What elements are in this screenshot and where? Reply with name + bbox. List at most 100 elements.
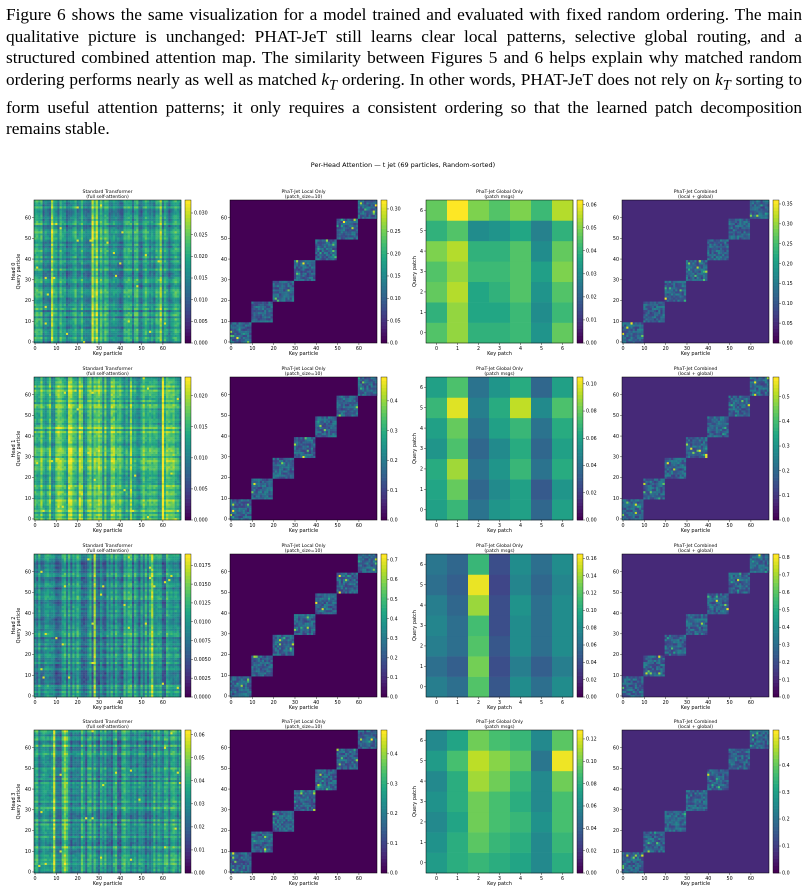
y-tick-label: 4 bbox=[420, 603, 423, 609]
x-tick-label: 50 bbox=[727, 346, 733, 352]
math-k: k bbox=[715, 70, 723, 89]
y-tick-label: 40 bbox=[25, 257, 31, 263]
y-tick-label: 10 bbox=[221, 849, 227, 855]
heatmap-cell bbox=[447, 656, 468, 677]
colorbar-tick-label: 0.02 bbox=[194, 825, 205, 831]
heatmap-cell bbox=[489, 479, 510, 500]
x-axis-label: Key particle bbox=[289, 528, 319, 534]
colorbar-tick-label: 0.03 bbox=[194, 802, 205, 808]
colorbar: 0.000.050.100.150.200.250.300.35 bbox=[773, 200, 793, 347]
colorbar: 0.00.10.20.30.40.5 bbox=[773, 377, 790, 524]
heatmap-cell bbox=[510, 730, 531, 751]
colorbar-tick-label: 0.1 bbox=[782, 493, 790, 499]
heatmap-cell bbox=[552, 574, 573, 595]
heatmap-cell bbox=[531, 418, 552, 439]
subplot-head1-col1: PhaT-Jet Local Only(patch_size=10)001010… bbox=[221, 366, 398, 534]
colorbar-tick-label: 0.005 bbox=[194, 319, 208, 325]
y-tick-label: 30 bbox=[613, 807, 619, 813]
subplot-head1-col2: PhaT-Jet Global Only(patch msgs)00112233… bbox=[412, 366, 597, 534]
colorbar-tick-label: 0.06 bbox=[586, 804, 597, 810]
heatmap-cell bbox=[489, 241, 510, 262]
heatmap-cell bbox=[531, 771, 552, 792]
heatmap-cell bbox=[552, 438, 573, 459]
colorbar-tick-label: 0.0000 bbox=[194, 695, 211, 701]
heatmap-cell bbox=[489, 636, 510, 657]
heatmap-cell bbox=[468, 791, 489, 812]
heatmap-cell bbox=[531, 241, 552, 262]
y-tick-label: 0 bbox=[224, 870, 227, 876]
colorbar: 0.00.10.20.30.40.50.60.7 bbox=[381, 554, 398, 701]
heatmap-cells bbox=[34, 377, 181, 520]
heatmap-cell bbox=[426, 595, 447, 616]
colorbar-tick-label: 0.00 bbox=[586, 871, 597, 877]
heatmap-cell bbox=[531, 636, 552, 657]
heatmap-cell bbox=[426, 750, 447, 771]
heatmap-cell bbox=[426, 677, 447, 698]
heatmap-cell bbox=[447, 677, 468, 698]
y-tick-label: 5 bbox=[420, 228, 423, 234]
colorbar: 0.0000.0050.0100.0150.020 bbox=[185, 377, 208, 524]
x-tick-label: 0 bbox=[435, 346, 438, 352]
heatmap-cell bbox=[468, 500, 489, 521]
colorbar-tick-label: 0.00 bbox=[586, 695, 597, 701]
heatmap-cell bbox=[531, 853, 552, 874]
heatmap-cell bbox=[447, 220, 468, 241]
x-tick-label: 4 bbox=[519, 346, 522, 352]
heatmap-cell bbox=[468, 656, 489, 677]
x-tick-label: 0 bbox=[622, 876, 625, 882]
heatmap-cell bbox=[489, 677, 510, 698]
x-tick-label: 4 bbox=[519, 876, 522, 882]
heatmap-cells bbox=[426, 554, 573, 697]
y-tick-label: 20 bbox=[221, 475, 227, 481]
subplot-subtitle: (patch_size=10) bbox=[285, 194, 323, 200]
x-tick-label: 2 bbox=[477, 700, 480, 706]
heatmap-cell bbox=[552, 479, 573, 500]
colorbar: 0.000.020.040.060.080.100.120.140.16 bbox=[577, 554, 597, 701]
colorbar-tick-label: 0.4 bbox=[390, 616, 398, 622]
x-tick-label: 0 bbox=[435, 523, 438, 529]
heatmap-cell bbox=[426, 771, 447, 792]
y-tick-label: 10 bbox=[25, 496, 31, 502]
x-tick-label: 60 bbox=[356, 700, 362, 706]
colorbar-tick-label: 0.2 bbox=[390, 656, 398, 662]
colorbar-tick-label: 0.03 bbox=[586, 272, 597, 278]
heatmap-cell bbox=[552, 656, 573, 677]
colorbar-tick-label: 0.0125 bbox=[194, 601, 211, 607]
subplot-head3-col1: PhaT-Jet Local Only(patch_size=10)001010… bbox=[221, 719, 398, 887]
y-tick-label: 2 bbox=[420, 290, 423, 296]
colorbar-tick-label: 0.1 bbox=[390, 841, 398, 847]
colorbar-tick-label: 0.15 bbox=[782, 281, 793, 287]
x-tick-label: 0 bbox=[230, 700, 233, 706]
colorbar-tick-label: 0.04 bbox=[194, 778, 205, 784]
x-tick-label: 60 bbox=[356, 346, 362, 352]
heatmap-cell bbox=[531, 615, 552, 636]
colorbar-tick-label: 0.4 bbox=[782, 419, 790, 425]
y-tick-label: 2 bbox=[420, 467, 423, 473]
y-tick-label: 20 bbox=[25, 652, 31, 658]
y-tick-label: 60 bbox=[25, 745, 31, 751]
heatmap-cell bbox=[447, 595, 468, 616]
x-tick-label: 50 bbox=[139, 523, 145, 529]
colorbar-tick-label: 0.4 bbox=[390, 399, 398, 405]
x-tick-label: 60 bbox=[160, 346, 166, 352]
y-tick-label: 30 bbox=[221, 454, 227, 460]
heatmap-cell bbox=[489, 730, 510, 751]
heatmap-cell bbox=[510, 812, 531, 833]
colorbar-tick-label: 0.08 bbox=[586, 625, 597, 631]
heatmap-cell bbox=[489, 438, 510, 459]
heatmap-cell bbox=[489, 323, 510, 344]
heatmap-cell bbox=[468, 636, 489, 657]
heatmap-cell bbox=[447, 397, 468, 418]
heatmap-cell bbox=[531, 397, 552, 418]
heatmap-cell bbox=[552, 459, 573, 480]
heatmap-cell bbox=[552, 282, 573, 303]
colorbar-tick-label: 0.10 bbox=[390, 296, 401, 302]
heatmap-cell bbox=[489, 812, 510, 833]
colorbar-tick-label: 0.04 bbox=[586, 248, 597, 254]
x-tick-label: 50 bbox=[139, 700, 145, 706]
y-tick-label: 0 bbox=[28, 870, 31, 876]
colorbar-tick-label: 0.5 bbox=[782, 608, 790, 614]
heatmap-cell bbox=[510, 500, 531, 521]
heatmap-cell bbox=[489, 574, 510, 595]
colorbar-tick-label: 0.2 bbox=[782, 817, 790, 823]
